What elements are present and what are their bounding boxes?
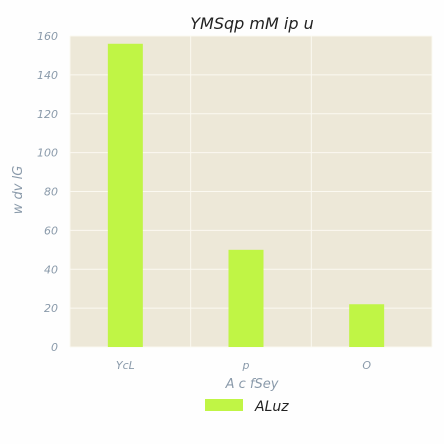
y-tick-label: 20 [44,302,58,315]
x-axis-label: A c fSey [225,377,279,392]
bar [349,304,385,347]
y-axis-label: w dv lG [11,166,26,215]
legend-swatch [205,399,243,411]
bar [228,249,264,347]
bars [107,43,385,348]
y-tick-label: 80 [44,186,58,199]
y-tick-label: 160 [37,30,58,43]
legend: ALuz [205,399,289,415]
x-tick-label: YcL [116,359,135,372]
x-axis-ticks: YcL p O [116,359,371,372]
x-tick-label: O [362,359,371,372]
legend-label: ALuz [254,399,289,415]
y-tick-label: 140 [37,69,58,82]
y-tick-label: 40 [44,263,58,276]
chart-title: YMSqp mM ip u [190,14,313,33]
bar [107,43,143,348]
y-axis-ticks: 0 20 40 60 80 100 120 140 160 [37,30,58,354]
y-tick-label: 120 [37,108,58,121]
y-tick-label: 0 [51,341,58,354]
x-tick-label: p [242,359,250,372]
y-tick-label: 100 [37,147,58,160]
y-tick-label: 60 [44,224,58,237]
